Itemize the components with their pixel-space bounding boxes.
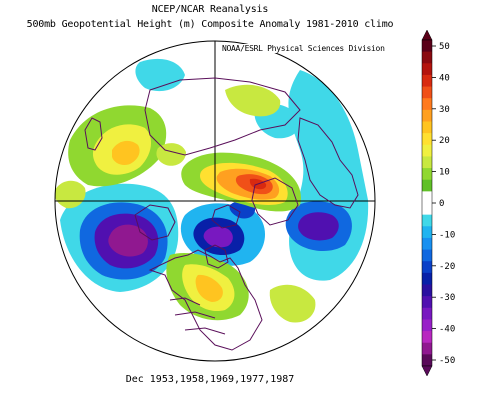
coastlines [84, 77, 359, 351]
credit-label: NOAA/ESRL Physical Sciences Division [220, 44, 387, 53]
colorbar-swatch [422, 203, 432, 216]
coast-arctic-islands [211, 204, 241, 229]
colorbar-tick-label: 50 [439, 42, 450, 52]
colorbar-swatch [422, 272, 432, 285]
coast-hudson [204, 244, 229, 269]
colorbar-tick-label: 30 [439, 105, 450, 115]
colorbar-tick-label: -10 [439, 230, 455, 240]
coast-alaska [134, 204, 176, 241]
colorbar-tick-label: -30 [439, 293, 455, 303]
colorbar-swatch [422, 51, 432, 64]
colorbar-top-arrow [421, 30, 433, 41]
colorbar-swatch [422, 237, 432, 250]
colorbar-swatch [422, 296, 432, 309]
chart-subtitle: 500mb Geopotential Height (m) Composite … [26, 19, 394, 30]
colorbar-tick-label: -20 [439, 262, 455, 272]
colorbar-swatch [422, 86, 432, 99]
low-east-core [298, 212, 339, 241]
colorbar-swatch [422, 156, 432, 169]
colorbar-swatch [422, 179, 432, 192]
colorbar-swatch [422, 98, 432, 111]
colorbar: 50 40 30 20 10 0 -10 -20 -30 -40 -50 [421, 30, 455, 377]
colorbar-swatch [422, 74, 432, 87]
low-central-core [203, 226, 233, 248]
coast-greenland [251, 177, 299, 226]
colorbar-swatch [422, 354, 432, 367]
colorbar-tick-label: -50 [439, 356, 455, 366]
colorbar-swatch [422, 40, 432, 53]
colorbar-swatch [422, 133, 432, 146]
colorbar-swatch [422, 261, 432, 274]
coast-us-states [169, 297, 226, 335]
colorbar-swatch [422, 121, 432, 134]
coast-japan [84, 117, 103, 151]
colorbar-swatch [422, 144, 432, 157]
high-south-orange [195, 274, 223, 302]
anomaly-shading [55, 58, 369, 323]
colorbar-tick-label: 10 [439, 168, 450, 178]
high-northwest-orange [112, 140, 140, 166]
colorbar-swatch [422, 307, 432, 320]
low-west-core [108, 224, 148, 257]
polar-map [54, 40, 376, 362]
coast-europe [297, 117, 359, 209]
colorbar-swatch [422, 109, 432, 122]
colorbar-swatch [422, 342, 432, 355]
colorbar-tick-label: -40 [439, 325, 455, 335]
colorbar-swatch [422, 63, 432, 76]
coast-north-america [148, 249, 263, 351]
colorbar-swatch [422, 214, 432, 227]
high-north-green [225, 84, 281, 117]
high-southeast-green [269, 284, 316, 323]
colorbar-swatch [422, 168, 432, 181]
graticule [55, 41, 375, 202]
chart-title: NCEP/NCAR Reanalysis [151, 4, 269, 15]
colorbar-tick-label: 0 [439, 199, 444, 209]
map-outline [54, 40, 376, 362]
negative-anomaly-small-north [135, 58, 185, 92]
colorbar-swatch [422, 226, 432, 239]
composite-dates: Dec 1953,1958,1969,1977,1987 [125, 374, 295, 385]
colorbar-swatch [422, 331, 432, 344]
colorbar-swatch [422, 191, 432, 204]
colorbar-swatch [422, 284, 432, 297]
colorbar-swatch [422, 249, 432, 262]
colorbar-tick-label: 40 [439, 73, 450, 83]
coast-asia [144, 77, 301, 156]
colorbar-tick-label: 20 [439, 136, 450, 146]
colorbar-swatch [422, 319, 432, 332]
colorbar-bottom-arrow [421, 365, 433, 377]
